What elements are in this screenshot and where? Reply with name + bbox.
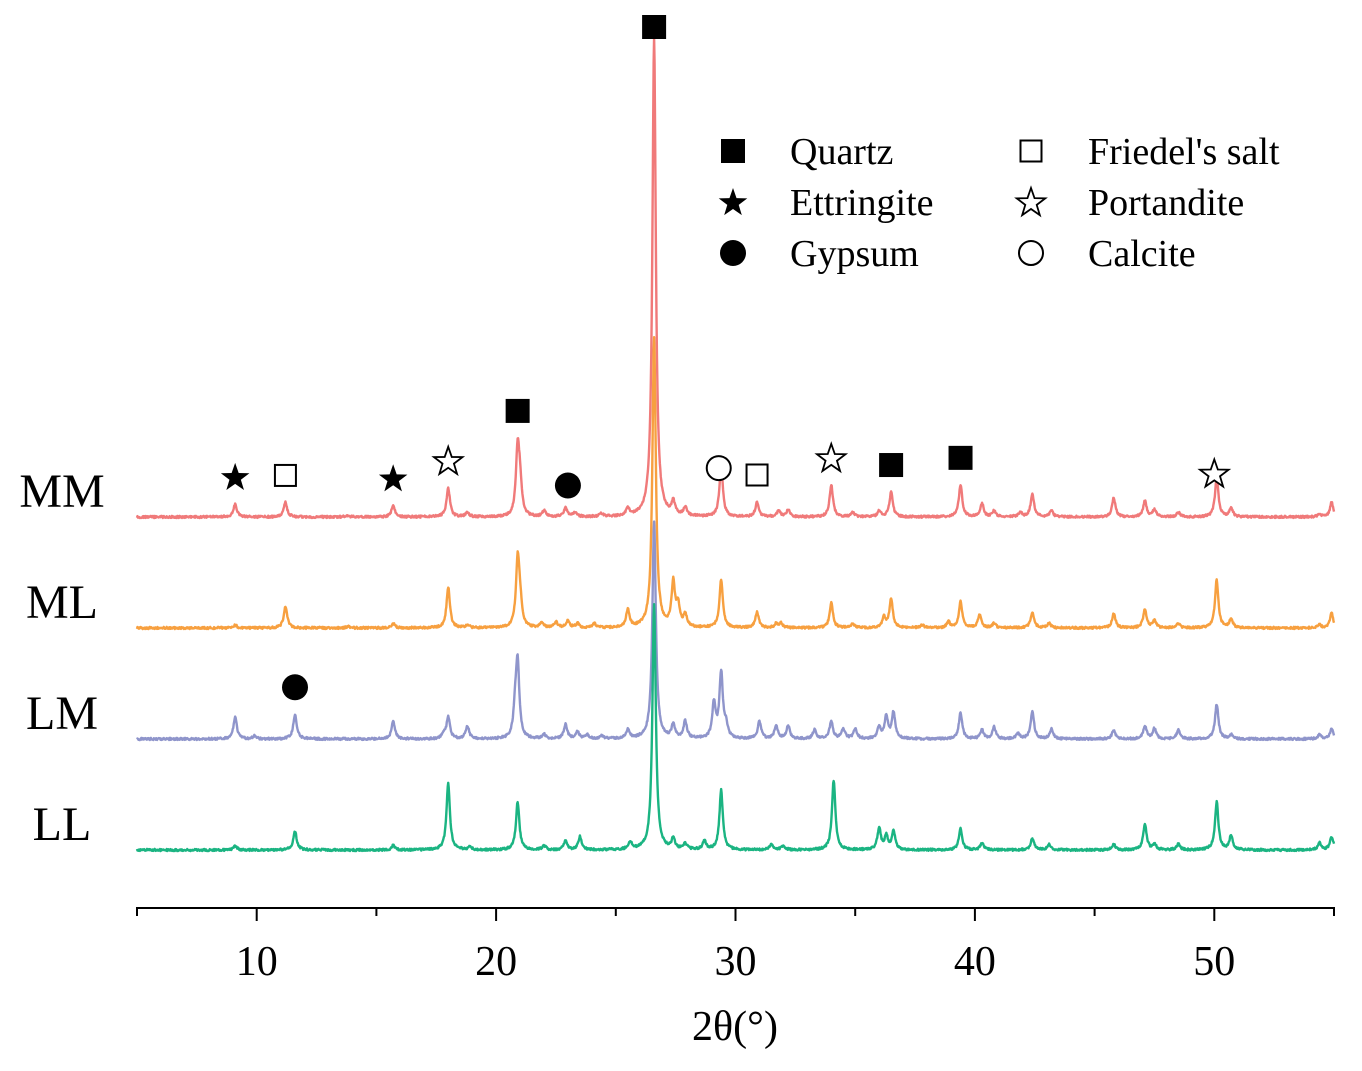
peak-marker-filled-square (948, 445, 973, 470)
peak-marker-open-square (745, 463, 769, 487)
peak-marker-open-star (431, 444, 466, 477)
peak-marker-open-circle (705, 455, 732, 482)
peak-marker-filled-circle (554, 472, 581, 499)
peak-marker-filled-square (642, 15, 667, 39)
series-line-ll (135, 603, 1336, 853)
legend-marker-filled-square (721, 139, 745, 163)
legend-label: Portandite (1088, 182, 1244, 224)
peak-marker-open-star (814, 441, 849, 474)
legend-marker-open-square (1019, 139, 1043, 163)
peak-marker-open-star (1197, 456, 1232, 489)
series-label-ll: LL (33, 798, 92, 851)
series-labels: MM ML LM LL (19, 465, 104, 851)
series-line-ml (135, 336, 1336, 631)
legend-item: Gypsum (720, 233, 919, 275)
legend-item: Portandite (1014, 182, 1244, 224)
peak-marker-filled-square (505, 398, 530, 423)
series-line-lm (136, 520, 1336, 742)
legend-item: Quartz (721, 131, 893, 173)
peak-marker-open-square (273, 463, 297, 487)
series-label-mm: MM (19, 465, 104, 518)
legend-label: Gypsum (790, 233, 919, 275)
series-layer (135, 36, 1336, 853)
x-tick-label: 40 (954, 939, 996, 985)
x-tick-label: 50 (1193, 939, 1235, 985)
series-line-mm (135, 36, 1336, 520)
peak-marker-filled-square (879, 453, 904, 478)
legend-marker-filled-star (718, 188, 748, 216)
x-axis: 10 20 30 40 50 (136, 907, 1335, 985)
x-tick-label: 20 (475, 939, 517, 985)
peak-marker-filled-star (220, 462, 250, 491)
peak-marker-filled-circle (282, 674, 309, 701)
legend-marker-open-star (1014, 185, 1048, 218)
x-tick-label: 30 (715, 939, 757, 985)
peak-markers (220, 15, 1232, 701)
legend-item: Ettringite (718, 182, 934, 224)
legend-item: Calcite (1018, 233, 1196, 275)
series-label-ml: ML (26, 576, 98, 629)
legend-label: Quartz (790, 131, 893, 173)
legend-item: Friedel's salt (1019, 131, 1280, 173)
legend-label: Friedel's salt (1088, 131, 1280, 173)
legend: Quartz Ettringite Gypsum Friedel's salt Port… (718, 131, 1280, 275)
legend-marker-filled-circle (720, 240, 746, 266)
series-label-lm: LM (26, 687, 98, 740)
legend-label: Ettringite (790, 182, 934, 224)
legend-marker-open-circle (1018, 240, 1044, 266)
legend-label: Calcite (1088, 233, 1196, 275)
x-axis-label: 2θ(°) (692, 1004, 778, 1050)
peak-marker-filled-star (378, 464, 408, 492)
x-tick-label: 10 (236, 939, 278, 985)
